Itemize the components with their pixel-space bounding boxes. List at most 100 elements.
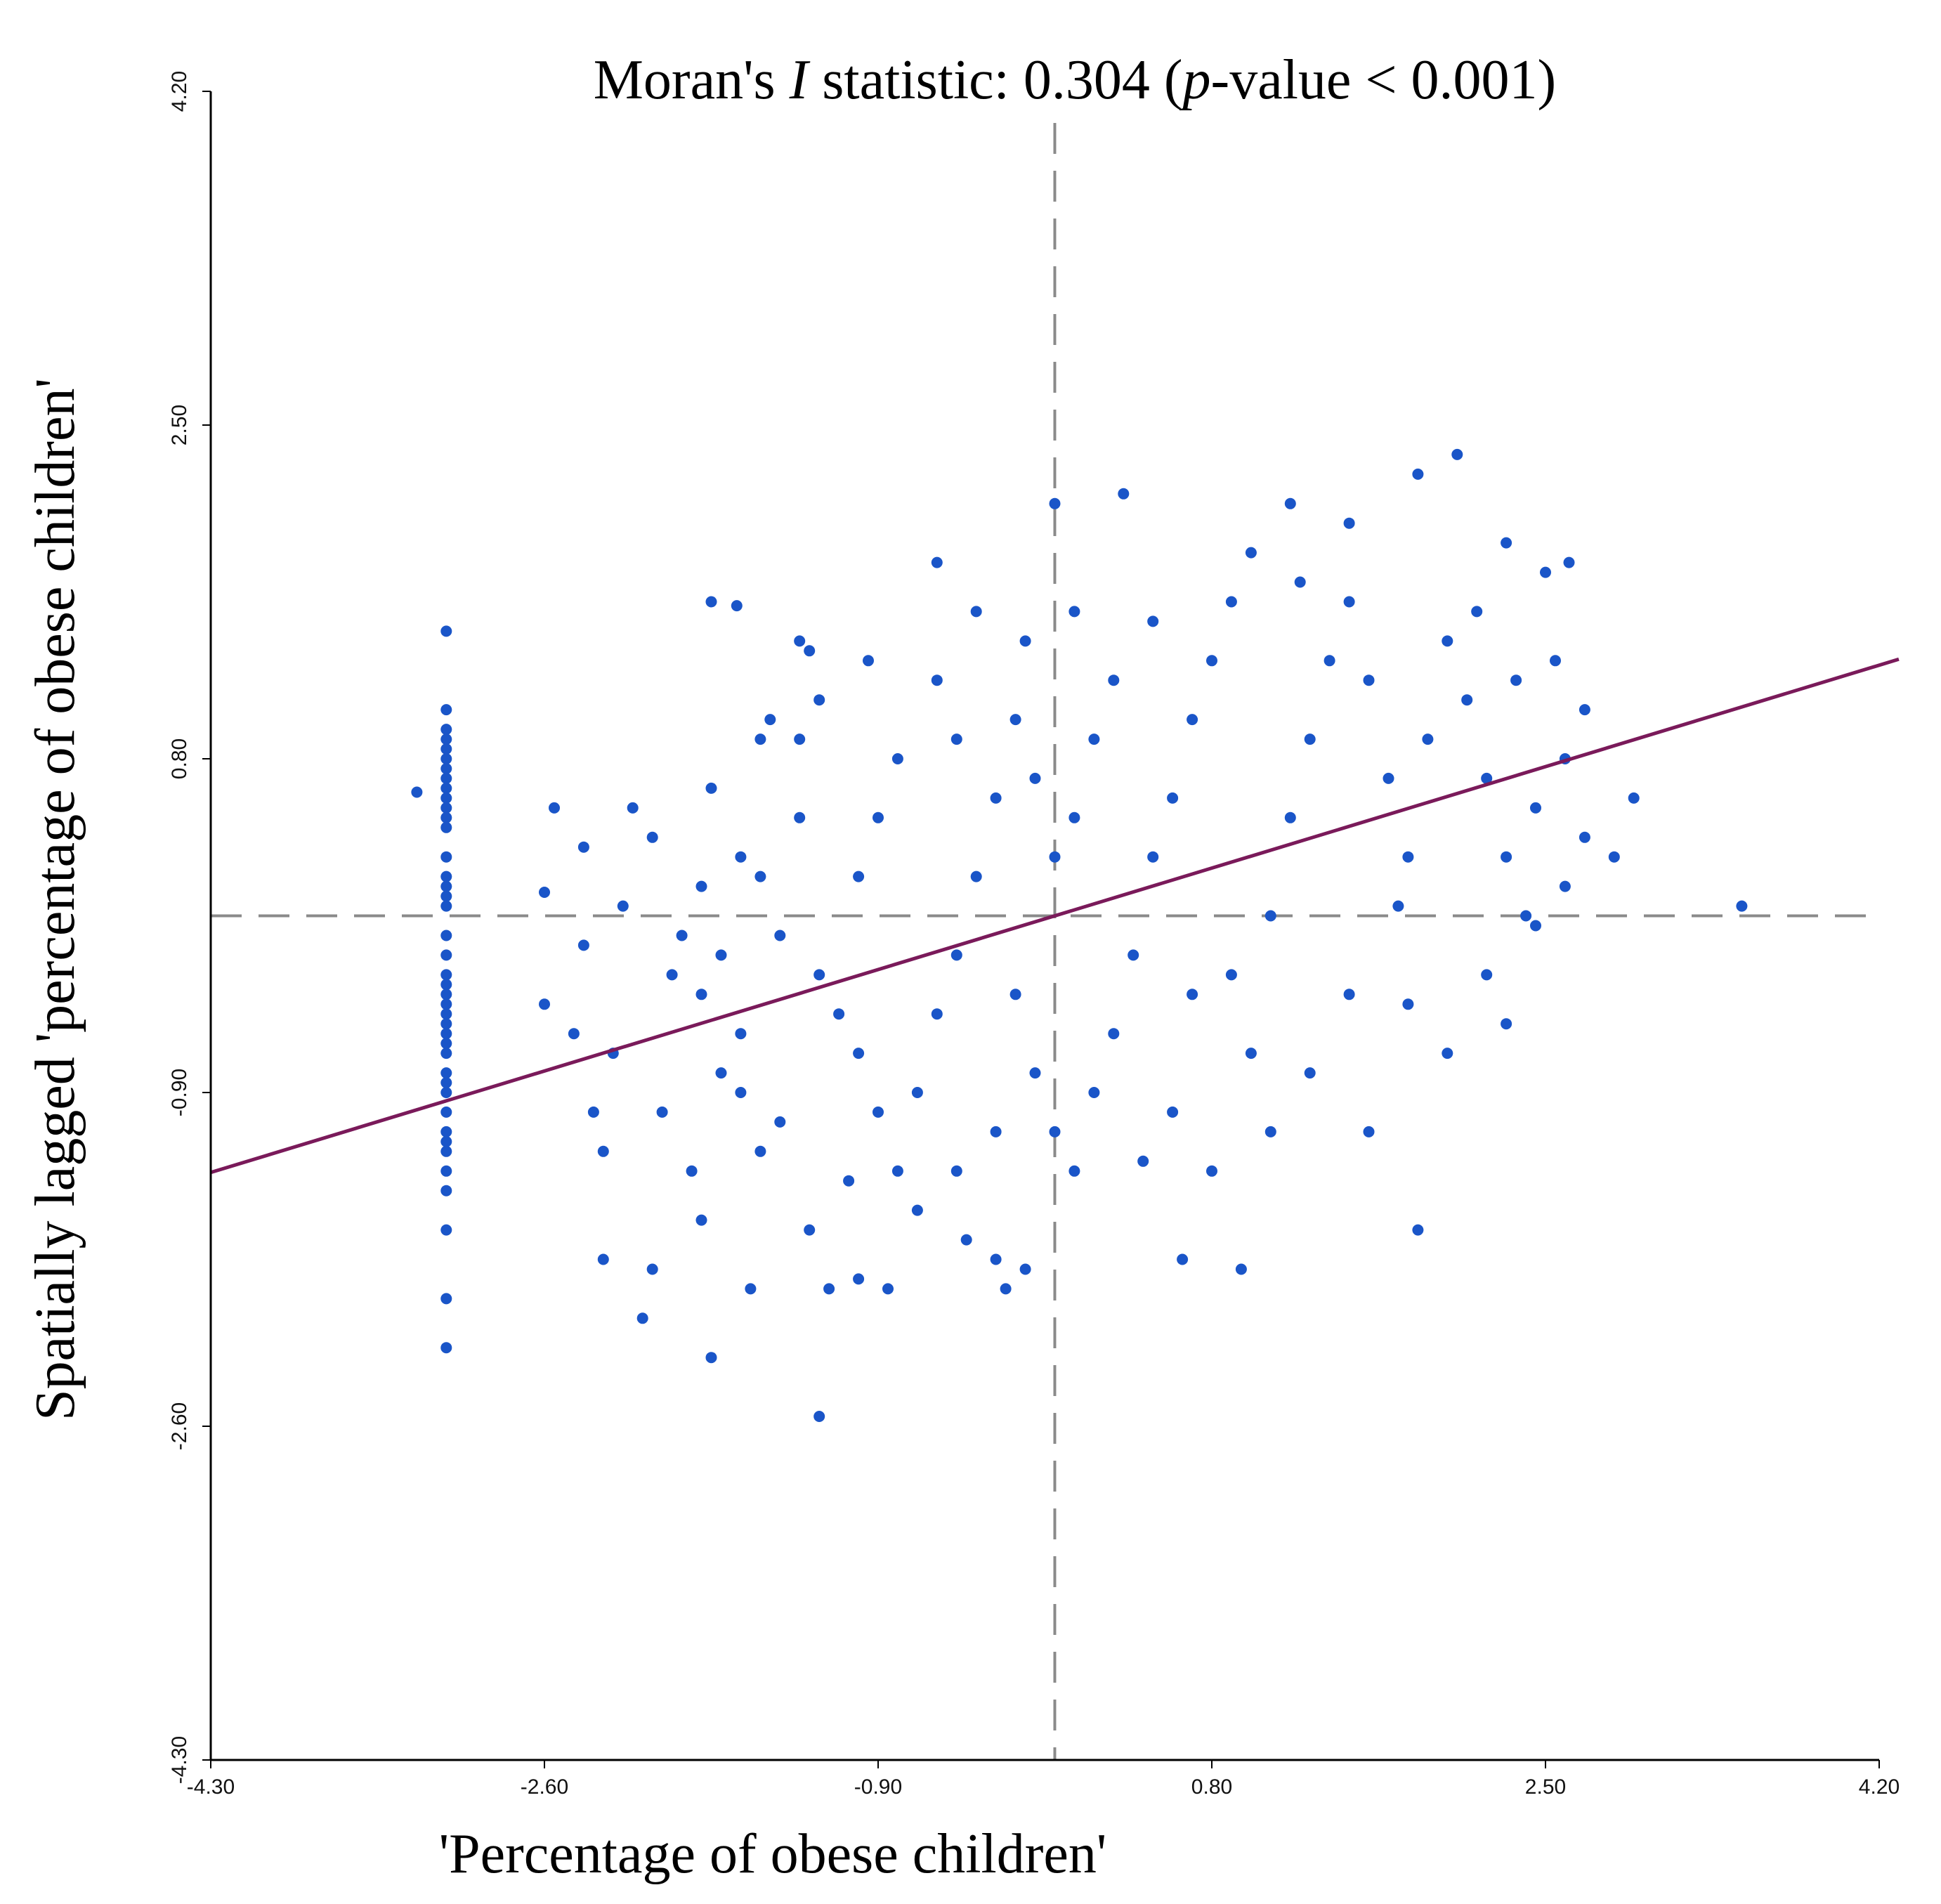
data-point bbox=[891, 1165, 903, 1177]
data-point bbox=[646, 1263, 658, 1275]
data-point bbox=[646, 831, 658, 843]
data-point bbox=[440, 871, 452, 882]
data-point bbox=[754, 733, 766, 745]
data-point bbox=[990, 1126, 1002, 1137]
data-point bbox=[539, 998, 550, 1010]
data-point bbox=[1324, 655, 1335, 667]
data-point bbox=[804, 1224, 816, 1236]
data-point bbox=[1206, 1165, 1217, 1177]
data-point bbox=[1442, 635, 1453, 647]
data-point bbox=[666, 969, 678, 981]
data-point bbox=[440, 989, 452, 1000]
data-point bbox=[1304, 733, 1316, 745]
x-tick-label: -0.90 bbox=[854, 1775, 902, 1799]
data-point bbox=[1088, 733, 1100, 745]
data-point bbox=[440, 1224, 452, 1236]
data-point bbox=[695, 880, 707, 892]
y-tick-label: -2.60 bbox=[168, 1402, 191, 1450]
data-point bbox=[440, 1342, 452, 1354]
data-point bbox=[440, 979, 452, 991]
data-point bbox=[1402, 851, 1414, 863]
data-point bbox=[1422, 733, 1434, 745]
data-point bbox=[1029, 772, 1041, 784]
title-italic-i: I bbox=[789, 49, 811, 111]
data-point bbox=[1461, 694, 1473, 706]
data-point bbox=[823, 1283, 835, 1295]
data-point bbox=[440, 792, 452, 804]
data-point bbox=[1108, 1028, 1120, 1040]
data-point bbox=[440, 753, 452, 764]
data-point bbox=[813, 694, 825, 706]
data-point bbox=[1343, 517, 1355, 529]
data-point bbox=[440, 733, 452, 745]
data-point bbox=[440, 802, 452, 814]
data-point bbox=[636, 1312, 648, 1324]
y-tick-label: 2.50 bbox=[168, 405, 191, 445]
data-point bbox=[440, 949, 452, 961]
data-point bbox=[440, 724, 452, 736]
data-point bbox=[440, 930, 452, 941]
data-point bbox=[1206, 655, 1217, 667]
data-point bbox=[715, 949, 727, 961]
data-point bbox=[440, 625, 452, 637]
data-point bbox=[1245, 1048, 1257, 1059]
data-point bbox=[1501, 1018, 1512, 1030]
data-point bbox=[656, 1106, 668, 1118]
data-point bbox=[617, 900, 629, 912]
data-point bbox=[440, 772, 452, 784]
data-point bbox=[794, 811, 806, 823]
data-point bbox=[440, 1126, 452, 1137]
data-point bbox=[1451, 448, 1463, 460]
data-point bbox=[577, 939, 589, 951]
x-tick-label: -4.30 bbox=[187, 1775, 235, 1799]
data-point bbox=[882, 1283, 894, 1295]
title-part-1: Moran's bbox=[594, 49, 790, 111]
data-point bbox=[1019, 635, 1031, 647]
data-point bbox=[1068, 811, 1080, 823]
data-point bbox=[1501, 537, 1512, 549]
x-tick-label: 4.20 bbox=[1859, 1775, 1900, 1799]
data-point bbox=[1540, 566, 1551, 578]
data-point bbox=[440, 811, 452, 823]
data-point bbox=[1481, 969, 1493, 981]
data-point bbox=[1579, 831, 1590, 843]
data-point bbox=[863, 655, 874, 667]
y-tick-label: 4.20 bbox=[168, 71, 191, 112]
data-point bbox=[440, 1008, 452, 1020]
data-points bbox=[411, 448, 1748, 1422]
data-point bbox=[1049, 497, 1061, 509]
data-point bbox=[1402, 998, 1414, 1010]
data-point bbox=[440, 880, 452, 892]
data-point bbox=[911, 1204, 923, 1216]
data-point bbox=[440, 969, 452, 981]
data-point bbox=[1736, 900, 1748, 912]
data-point bbox=[440, 851, 452, 863]
data-point bbox=[1530, 920, 1541, 932]
data-point bbox=[1284, 497, 1296, 509]
data-point bbox=[931, 1008, 943, 1020]
data-point bbox=[1108, 674, 1120, 686]
data-point bbox=[1442, 1048, 1453, 1059]
data-point bbox=[440, 1165, 452, 1177]
data-point bbox=[970, 871, 982, 882]
y-tick-label: -0.90 bbox=[168, 1069, 191, 1116]
data-point bbox=[813, 1411, 825, 1422]
data-point bbox=[440, 1077, 452, 1088]
regression-line bbox=[210, 657, 1900, 1175]
data-point bbox=[1579, 704, 1590, 716]
data-point bbox=[1550, 655, 1561, 667]
data-point bbox=[754, 871, 766, 882]
data-point bbox=[1343, 989, 1355, 1000]
data-point bbox=[960, 1234, 972, 1246]
data-point bbox=[1187, 714, 1198, 726]
data-point bbox=[705, 782, 717, 794]
data-point bbox=[1608, 851, 1620, 863]
data-point bbox=[813, 969, 825, 981]
data-point bbox=[1264, 910, 1276, 922]
data-point bbox=[539, 887, 550, 898]
y-axis-label: Spatially lagged 'percentage of obese ch… bbox=[25, 378, 86, 1421]
data-point bbox=[1177, 1253, 1189, 1265]
data-point bbox=[440, 763, 452, 774]
data-point bbox=[911, 1087, 923, 1098]
